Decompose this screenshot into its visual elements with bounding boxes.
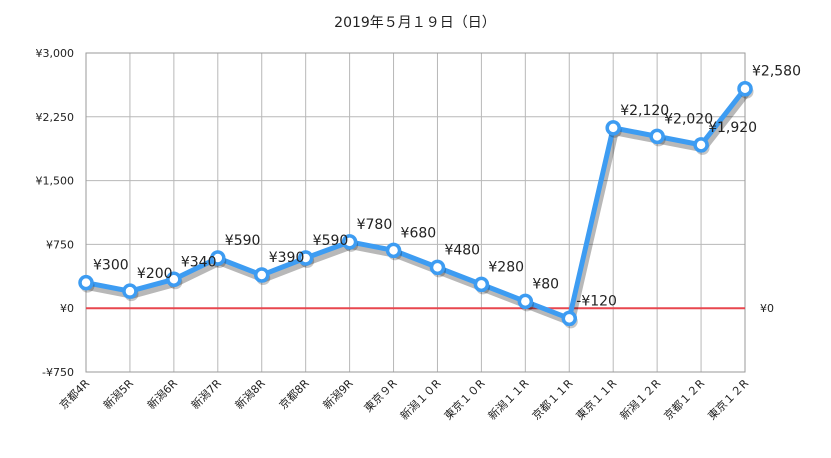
x-tick-label: 新潟１１R <box>485 376 532 423</box>
y-tick-label: -¥750 <box>42 366 74 379</box>
x-tick-label: 京都１１R <box>529 376 576 423</box>
data-label: -¥120 <box>576 293 617 309</box>
data-label: ¥340 <box>181 254 217 270</box>
data-label: ¥200 <box>137 266 173 282</box>
x-tick-label: 新潟１２R <box>617 376 664 423</box>
data-point <box>385 242 402 259</box>
data-label: ¥280 <box>488 259 524 275</box>
x-tick-label: 東京１２R <box>705 376 752 423</box>
y-tick-label: ¥3,000 <box>36 47 75 60</box>
data-point <box>605 120 621 136</box>
y-tick-label: ¥750 <box>46 238 74 251</box>
data-label: ¥300 <box>93 258 129 274</box>
grid <box>85 52 746 373</box>
y-tick-label: ¥1,500 <box>36 175 75 188</box>
y-tick-label: ¥0 <box>60 302 74 315</box>
x-tick-label: 京都１２R <box>661 376 708 423</box>
data-label: ¥2,120 <box>620 103 669 119</box>
x-tick-label: 新潟8R <box>232 376 268 412</box>
data-label: ¥590 <box>225 233 261 249</box>
data-label: ¥2,580 <box>752 64 801 80</box>
data-label: ¥390 <box>269 250 305 266</box>
data-point <box>297 250 314 266</box>
y-tick-label: ¥2,250 <box>36 111 75 124</box>
x-tick-label: 新潟5R <box>100 376 136 412</box>
x-tick-label: 新潟9R <box>320 376 356 412</box>
data-point <box>737 80 753 97</box>
x-tick-label: 新潟7R <box>188 376 224 412</box>
series <box>78 80 754 329</box>
right-axis-zero-label: ¥0 <box>760 302 774 315</box>
chart-title: 2019年５月１９日（日） <box>334 15 496 31</box>
data-label: ¥680 <box>401 225 437 241</box>
data-point <box>561 310 578 327</box>
data-point <box>693 137 709 153</box>
data-point <box>649 128 665 145</box>
data-point <box>78 274 94 291</box>
data-point <box>341 234 358 250</box>
plot-frame <box>85 52 746 373</box>
x-tick-label: 東京１１R <box>573 376 620 423</box>
data-label: ¥2,020 <box>664 111 713 127</box>
x-tick-label: 新潟6R <box>144 376 180 412</box>
data-point <box>473 276 490 293</box>
series-line-shadow <box>84 89 751 326</box>
data-point <box>122 283 138 299</box>
data-point <box>429 259 446 276</box>
x-tick-label: 東京９R <box>361 376 400 415</box>
series-line <box>83 86 748 321</box>
data-point <box>210 250 226 266</box>
data-label: ¥590 <box>313 233 349 249</box>
x-tick-label: 京都8R <box>276 376 312 412</box>
data-point <box>253 267 270 283</box>
data-point <box>517 293 534 310</box>
data-point <box>166 271 182 288</box>
data-label: ¥1,920 <box>708 120 757 136</box>
data-label: ¥80 <box>532 276 559 292</box>
data-labels: ¥300 ¥200 ¥340 ¥590 ¥390 ¥590 ¥780 ¥680 ¥480 ¥280… <box>93 64 801 310</box>
data-label: ¥780 <box>357 217 393 233</box>
data-label: ¥480 <box>444 242 480 258</box>
x-tick-label: 新潟１０R <box>397 376 444 423</box>
x-tick-label: 京都4R <box>56 376 92 412</box>
x-tick-label: 東京１０R <box>441 376 488 423</box>
